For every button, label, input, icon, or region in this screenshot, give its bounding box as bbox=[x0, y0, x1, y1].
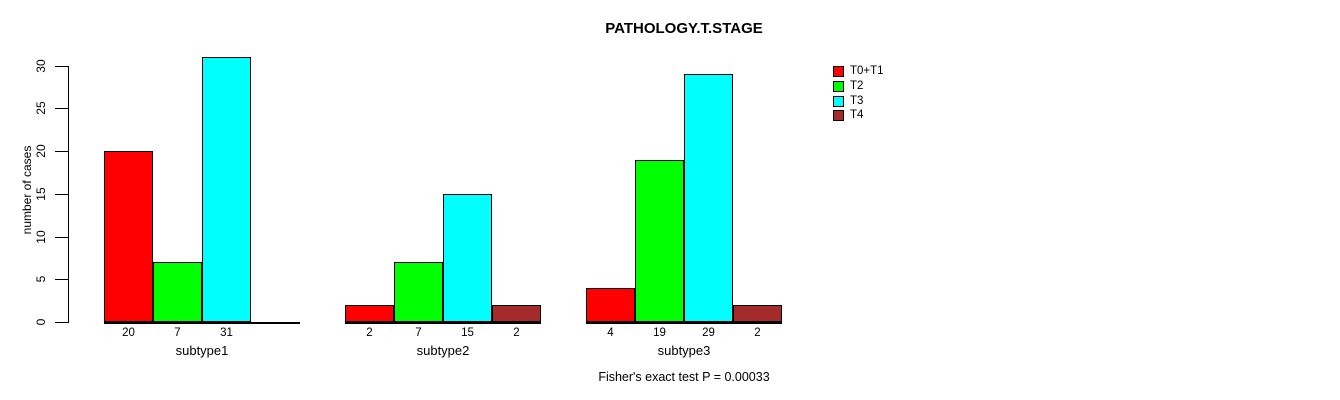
y-axis-tick-label: 15 bbox=[34, 187, 48, 201]
y-axis-tick bbox=[55, 151, 68, 152]
bar-value-label-t3-subtype1: 31 bbox=[220, 327, 233, 339]
group-baseline-subtype3 bbox=[586, 322, 782, 324]
bar-value-label-t2-subtype3: 19 bbox=[653, 327, 666, 339]
category-label-subtype3: subtype3 bbox=[657, 343, 711, 358]
legend-label-t0-t1: T0+T1 bbox=[850, 65, 884, 77]
legend-swatch-t2-icon bbox=[833, 81, 844, 92]
bar-t3-subtype1 bbox=[202, 57, 251, 322]
bar-t0-t1-subtype3 bbox=[586, 288, 635, 322]
bar-value-label-t2-subtype2: 7 bbox=[415, 327, 422, 339]
y-axis-tick-label: 0 bbox=[34, 318, 48, 326]
group-baseline-subtype2 bbox=[345, 322, 541, 324]
bar-value-label-t4-subtype3: 2 bbox=[754, 327, 761, 339]
y-axis-tick-label: 25 bbox=[34, 101, 48, 115]
y-axis-tick bbox=[55, 279, 68, 281]
bar-t3-subtype3 bbox=[684, 74, 733, 322]
bar-t0-t1-subtype1 bbox=[104, 151, 153, 322]
bar-t4-subtype3 bbox=[733, 305, 782, 322]
bar-t2-subtype1 bbox=[153, 262, 202, 322]
chart-title: PATHOLOGY.T.STAGE bbox=[605, 20, 763, 37]
fisher-test-annotation: Fisher's exact test P = 0.00033 bbox=[598, 370, 770, 384]
bar-t3-subtype2 bbox=[443, 194, 492, 322]
y-axis-tick bbox=[55, 108, 68, 110]
bar-value-label-t0-t1-subtype2: 2 bbox=[366, 327, 373, 339]
bar-t0-t1-subtype2 bbox=[345, 305, 394, 322]
legend-swatch-t0-t1-icon bbox=[833, 66, 844, 77]
category-label-subtype2: subtype2 bbox=[416, 343, 470, 358]
y-axis-label: number of cases bbox=[20, 145, 34, 235]
group-baseline-subtype1 bbox=[104, 322, 300, 324]
y-axis-tick bbox=[55, 236, 68, 238]
y-axis-tick bbox=[55, 322, 68, 323]
bar-value-label-t2-subtype1: 7 bbox=[174, 327, 181, 339]
y-axis-tick-label: 20 bbox=[34, 144, 48, 158]
bar-value-label-t3-subtype3: 29 bbox=[702, 327, 715, 339]
y-axis-tick-label: 10 bbox=[34, 229, 48, 244]
y-axis-tick-label: 30 bbox=[34, 58, 48, 73]
y-axis-tick bbox=[55, 65, 68, 67]
bar-t2-subtype3 bbox=[635, 160, 684, 322]
legend-swatch-t4-icon bbox=[833, 110, 844, 121]
bar-value-label-t0-t1-subtype1: 20 bbox=[122, 327, 135, 339]
bar-value-label-t0-t1-subtype3: 4 bbox=[607, 327, 614, 339]
bar-t4-subtype2 bbox=[492, 305, 541, 322]
category-label-subtype1: subtype1 bbox=[175, 343, 229, 358]
legend-swatch-t3-icon bbox=[833, 96, 844, 107]
legend-label-t4: T4 bbox=[850, 109, 864, 121]
y-axis-line bbox=[68, 65, 69, 323]
y-axis-tick-label: 5 bbox=[34, 275, 48, 283]
legend-label-t3: T3 bbox=[850, 95, 864, 107]
legend-label-t2: T2 bbox=[850, 80, 864, 92]
bar-t2-subtype2 bbox=[394, 262, 443, 322]
bar-value-label-t4-subtype2: 2 bbox=[513, 327, 520, 339]
bar-value-label-t3-subtype2: 15 bbox=[461, 327, 474, 339]
y-axis-tick bbox=[55, 193, 68, 195]
